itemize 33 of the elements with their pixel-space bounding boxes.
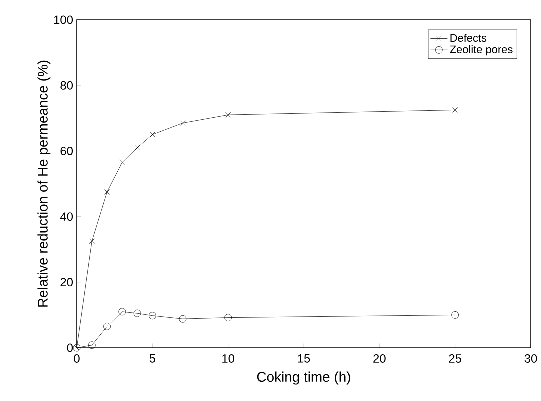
point <box>150 132 156 138</box>
legend-label: Zeolite pores <box>450 45 513 56</box>
x-tick-label: 25 <box>449 354 462 363</box>
point <box>88 342 96 350</box>
point <box>104 190 110 195</box>
x-tick-label: 30 <box>524 354 538 363</box>
y-tick-label: 20 <box>60 278 74 287</box>
point <box>226 112 231 118</box>
point <box>104 322 111 330</box>
point <box>452 312 460 319</box>
point <box>89 238 95 244</box>
x-tick-label: 0 <box>74 354 80 363</box>
point <box>118 308 126 316</box>
point <box>120 160 126 166</box>
x-tick-label: 15 <box>298 354 310 363</box>
point <box>134 310 142 318</box>
y-axis-title: Relative reduction of He permeance (%) <box>38 60 51 307</box>
x-axis-title: Coking time (h) <box>257 372 350 385</box>
point <box>148 312 156 320</box>
y-tick-label: 60 <box>60 146 74 156</box>
point <box>224 314 232 322</box>
y-tick-label: 0 <box>67 344 74 352</box>
y-tick-label: 80 <box>60 81 74 90</box>
x-tick-label: 5 <box>150 354 156 363</box>
x-tick-label: 20 <box>374 354 386 363</box>
x-tick-label: 10 <box>222 354 235 363</box>
point <box>179 315 187 323</box>
y-tick-label: 40 <box>60 212 74 222</box>
y-tick-label: 100 <box>54 16 74 24</box>
point <box>180 120 186 126</box>
point <box>452 108 458 113</box>
point <box>134 145 140 151</box>
legend-label: Defects <box>450 34 487 42</box>
